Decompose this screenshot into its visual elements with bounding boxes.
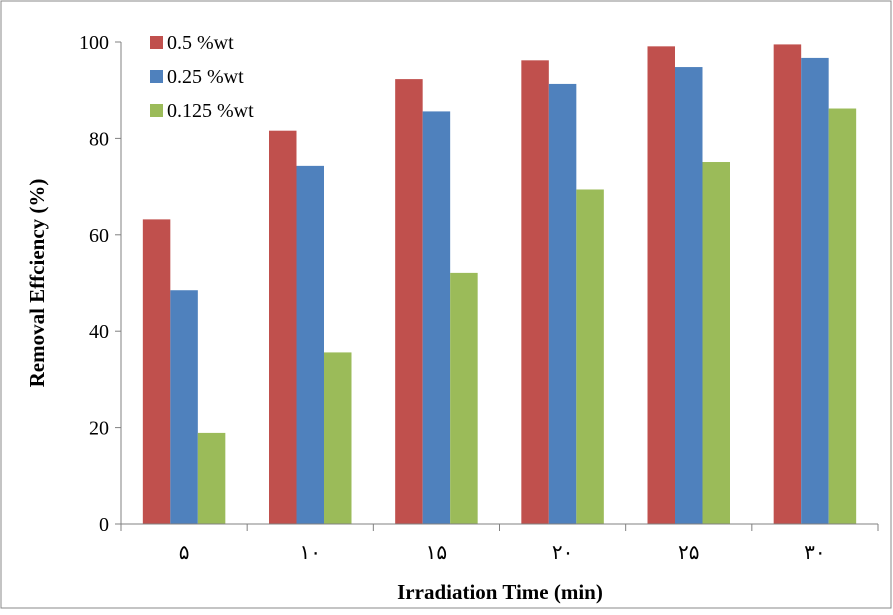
y-axis-title: Removal Effciency (%) [25,179,49,388]
y-tick-label-40: 40 [89,321,109,343]
bar-1-1 [142,219,171,524]
legend-swatch-2 [150,70,163,83]
bar-1-2 [269,130,297,524]
legend-swatch-1 [150,36,163,49]
y-tick-label-80: 80 [89,128,109,150]
legend-label-1: 0.5 %wt [167,32,234,54]
x-tick-label-2: ۱۰ [300,542,321,564]
bar-3-6 [828,108,857,525]
x-tick-label-1: ۵ [179,542,190,564]
bar-3-5 [702,162,730,524]
bar-2-5 [675,67,703,524]
y-tick-label-20: 20 [89,418,109,440]
axes-layer: 0 20 40 60 80 100 ۵ ۱۰ ۱۵ ۲۰ ۲۵ ۳۰ [79,32,879,564]
bar-3-1 [197,432,226,524]
bar-2-4 [548,83,577,525]
y-tick-label-60: 60 [89,225,109,247]
legend-swatch-3 [150,104,163,117]
bar-2-3 [422,111,451,524]
x-tick-label-5: ۲۵ [678,542,699,564]
bar-2-6 [801,57,829,524]
bar-1-6 [773,44,802,524]
x-tick-label-4: ۲۰ [552,542,573,564]
bar-3-4 [576,189,604,525]
legend: 0.5 %wt 0.25 %wt 0.125 %wt [150,32,254,122]
x-tick-label-6: ۳۰ [804,542,825,564]
y-tick-label-0: 0 [99,514,109,536]
bar-3-3 [450,272,478,524]
y-tick-label-100: 100 [79,32,109,54]
x-tick-label-3: ۱۵ [426,542,447,564]
x-axis-title: Irradiation Time (min) [397,580,603,604]
bar-1-4 [521,60,549,524]
bar-1-5 [647,46,675,525]
bar-2-1 [170,290,198,524]
bar-1-3 [395,79,423,525]
bars-layer [142,44,857,525]
bar-2-2 [296,165,324,524]
legend-label-3: 0.125 %wt [167,100,254,122]
legend-label-2: 0.25 %wt [167,66,244,88]
bar-3-2 [324,352,352,524]
